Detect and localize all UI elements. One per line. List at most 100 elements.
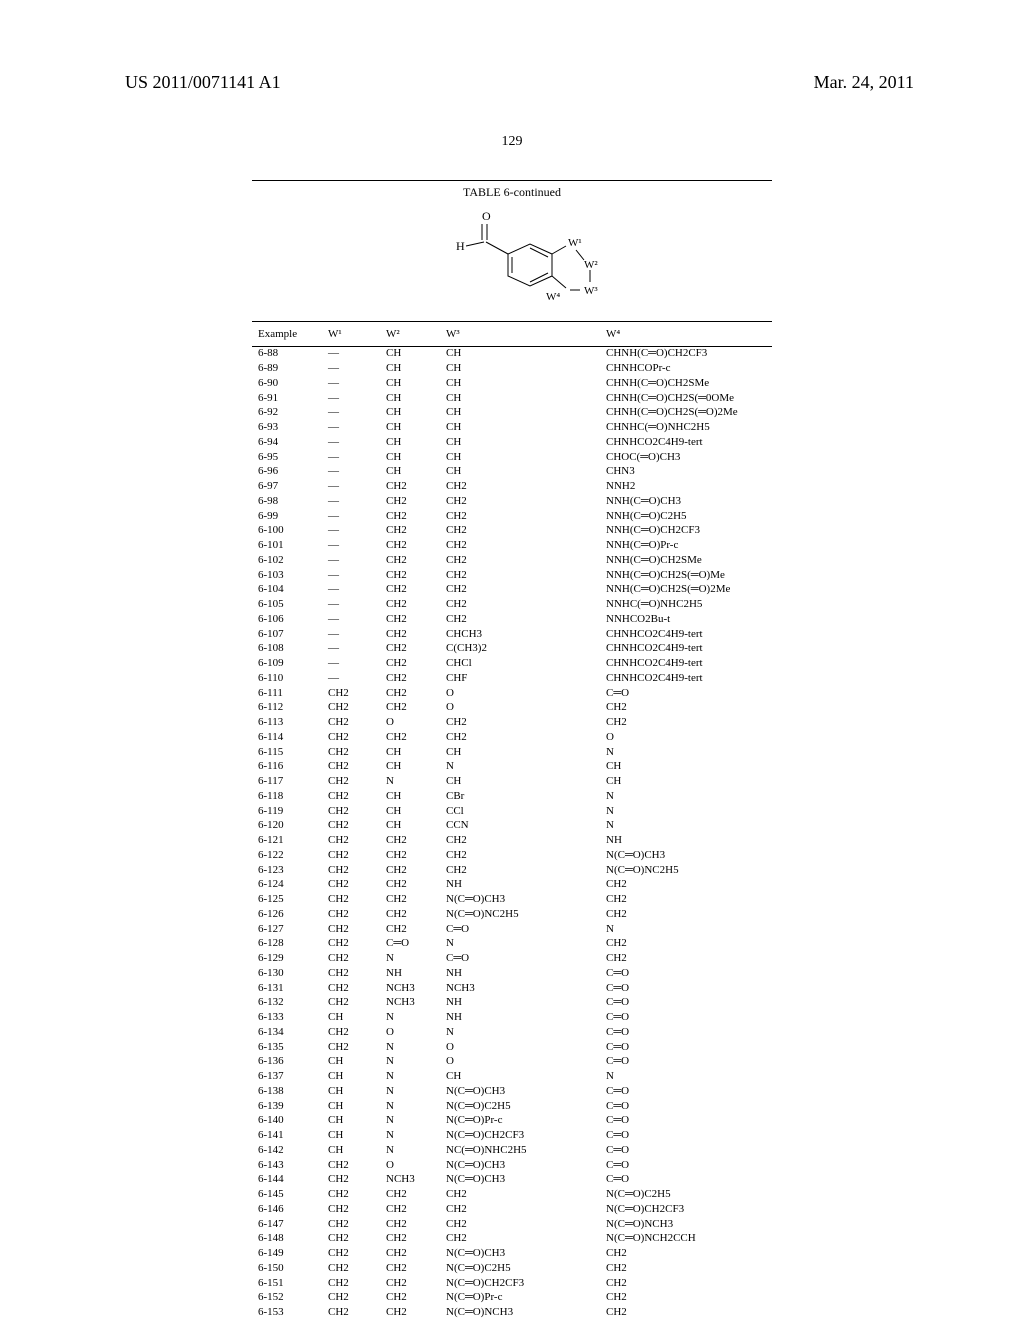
table-row: 6-148CH2CH2CH2N(C═O)NCH2CCH xyxy=(252,1232,772,1247)
table-cell: CHNH(C═O)CH2S(═O)2Me xyxy=(600,406,772,421)
table-cell: N xyxy=(380,1011,440,1026)
table-cell: CH2 xyxy=(380,1261,440,1276)
table-cell: 6-95 xyxy=(252,450,322,465)
table-cell: N xyxy=(380,1143,440,1158)
table-cell: CHNHCOPr-c xyxy=(600,362,772,377)
table-cell: CH2 xyxy=(600,878,772,893)
table-cell: CH2 xyxy=(322,1202,380,1217)
table-cell: CH2 xyxy=(322,1158,380,1173)
table-cell: CH2 xyxy=(600,952,772,967)
table-cell: N(C═O)CH2CF3 xyxy=(600,1202,772,1217)
table-cell: CHNHCO2C4H9-tert xyxy=(600,435,772,450)
table-row: 6-149CH2CH2N(C═O)CH3CH2 xyxy=(252,1247,772,1262)
table-cell: N(C═O)NCH2CCH xyxy=(600,1232,772,1247)
table-cell: 6-92 xyxy=(252,406,322,421)
table-cell: — xyxy=(322,509,380,524)
table-cell: CHOC(═O)CH3 xyxy=(600,450,772,465)
table-cell: CCN xyxy=(440,819,600,834)
table-cell: CH xyxy=(440,745,600,760)
table-cell: CH xyxy=(380,376,440,391)
table-row: 6-92—CHCHCHNH(C═O)CH2S(═O)2Me xyxy=(252,406,772,421)
table-cell: 6-102 xyxy=(252,553,322,568)
table-row: 6-153CH2CH2N(C═O)NCH3CH2 xyxy=(252,1306,772,1320)
table-cell: 6-128 xyxy=(252,937,322,952)
table-cell: CH2 xyxy=(600,1261,772,1276)
table-cell: N xyxy=(380,1070,440,1085)
table-cell: CH2 xyxy=(322,730,380,745)
table-cell: NH xyxy=(440,878,600,893)
table-cell: CHNH(C═O)CH2S(═0OMe xyxy=(600,391,772,406)
table-cell: CHF xyxy=(440,671,600,686)
table-cell: CH2 xyxy=(600,893,772,908)
table-cell: 6-131 xyxy=(252,981,322,996)
table-cell: CHNHC(═O)NHC2H5 xyxy=(600,421,772,436)
table-body: 6-88—CHCHCHNH(C═O)CH2CF36-89—CHCHCHNHCOP… xyxy=(252,346,772,1320)
table-cell: CH2 xyxy=(322,819,380,834)
table-cell: 6-94 xyxy=(252,435,322,450)
table-row: 6-127CH2CH2C═ON xyxy=(252,922,772,937)
table-cell: CH2 xyxy=(322,878,380,893)
table-cell: CH xyxy=(322,1099,380,1114)
col-header-w1: W¹ xyxy=(322,326,380,346)
table-cell: 6-117 xyxy=(252,775,322,790)
table-cell: 6-101 xyxy=(252,539,322,554)
table-cell: CH2 xyxy=(322,686,380,701)
table-row: 6-145CH2CH2CH2N(C═O)C2H5 xyxy=(252,1188,772,1203)
table-cell: 6-144 xyxy=(252,1173,322,1188)
table-header-top-rule xyxy=(252,321,772,322)
table-cell: 6-126 xyxy=(252,907,322,922)
table-cell: — xyxy=(322,524,380,539)
table-cell: C═O xyxy=(600,1158,772,1173)
table-top-rule xyxy=(252,180,772,181)
table-row: 6-126CH2CH2N(C═O)NC2H5CH2 xyxy=(252,907,772,922)
table-cell: CH2 xyxy=(440,834,600,849)
table-cell: CH xyxy=(440,435,600,450)
table-cell: CH xyxy=(322,1070,380,1085)
table-row: 6-99—CH2CH2NNH(C═O)C2H5 xyxy=(252,509,772,524)
table-cell: N(C═O)CH2CF3 xyxy=(440,1276,600,1291)
table-cell: CH2 xyxy=(322,701,380,716)
table-cell: C═O xyxy=(600,1143,772,1158)
table-cell: NH xyxy=(380,966,440,981)
table-cell: CH xyxy=(322,1084,380,1099)
table-cell: N xyxy=(600,789,772,804)
table-cell: CH xyxy=(380,391,440,406)
table-cell: O xyxy=(440,686,600,701)
table-cell: O xyxy=(600,730,772,745)
table-cell: CH2 xyxy=(322,775,380,790)
table-cell: N xyxy=(600,745,772,760)
table-cell: CH2 xyxy=(322,848,380,863)
table-cell: CH2 xyxy=(440,568,600,583)
table-cell: CH xyxy=(380,745,440,760)
table-cell: CH2 xyxy=(440,1217,600,1232)
table-cell: 6-91 xyxy=(252,391,322,406)
table-cell: C═O xyxy=(600,966,772,981)
table-cell: CHCH3 xyxy=(440,627,600,642)
table-row: 6-111CH2CH2OC═O xyxy=(252,686,772,701)
table-header-row: Example W¹ W² W³ W⁴ xyxy=(252,326,772,346)
table-cell: CH2 xyxy=(380,612,440,627)
table-cell: N xyxy=(380,1084,440,1099)
table-cell: 6-114 xyxy=(252,730,322,745)
table-cell: 6-133 xyxy=(252,1011,322,1026)
table-cell: CH2 xyxy=(322,1291,380,1306)
table-cell: 6-115 xyxy=(252,745,322,760)
table-cell: CH2 xyxy=(440,509,600,524)
table-row: 6-88—CHCHCHNH(C═O)CH2CF3 xyxy=(252,346,772,361)
table-cell: C═O xyxy=(600,1084,772,1099)
table-cell: O xyxy=(440,1040,600,1055)
table-cell: CH2 xyxy=(380,730,440,745)
table-cell: CH2 xyxy=(380,893,440,908)
table-cell: CH2 xyxy=(322,966,380,981)
table-cell: CH2 xyxy=(322,1217,380,1232)
table-row: 6-108—CH2C(CH3)2CHNHCO2C4H9-tert xyxy=(252,642,772,657)
table-cell: N xyxy=(380,1099,440,1114)
table-row: 6-91—CHCHCHNH(C═O)CH2S(═0OMe xyxy=(252,391,772,406)
table-cell: N(C═O)NCH3 xyxy=(600,1217,772,1232)
table-cell: N xyxy=(380,952,440,967)
table-cell: — xyxy=(322,671,380,686)
table-row: 6-124CH2CH2NHCH2 xyxy=(252,878,772,893)
table-cell: C(CH3)2 xyxy=(440,642,600,657)
table-cell: NNHC(═O)NHC2H5 xyxy=(600,598,772,613)
table-cell: 6-140 xyxy=(252,1114,322,1129)
